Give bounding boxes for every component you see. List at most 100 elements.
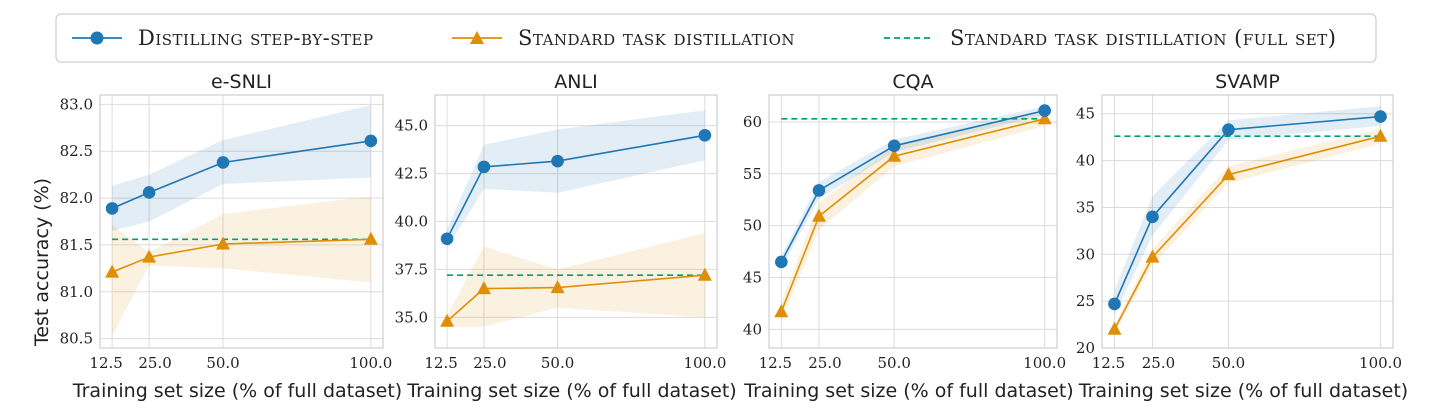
- x-tick-label: 12.5: [424, 354, 457, 372]
- data-point-standard: [440, 313, 455, 327]
- data-point-step-by-step: [1374, 110, 1387, 123]
- data-point-standard: [363, 231, 378, 245]
- panel-anli: ANLI 35.0 37.5 40.0 42.5 45.0 12.5 25.0 50.0 100.…: [395, 71, 737, 402]
- data-point-standard: [142, 249, 157, 263]
- y-tick-label: 82.5: [60, 142, 93, 160]
- y-tick-label: 80.5: [60, 330, 93, 348]
- data-point-standard: [476, 281, 491, 295]
- series-line-step-by-step: [446, 134, 706, 240]
- x-tick-label: 50.0: [541, 354, 574, 372]
- data-point-step-by-step: [698, 128, 712, 142]
- y-tick-label: 40.0: [395, 213, 428, 231]
- plot-frame: [768, 94, 1058, 349]
- confidence-band-standard: [112, 196, 371, 336]
- series-line-standard: [1113, 135, 1381, 330]
- y-tick-label: 35.0: [395, 308, 428, 326]
- plot-frame: [1101, 94, 1394, 349]
- series-line-standard: [780, 118, 1045, 312]
- x-tick-label: 50.0: [206, 354, 239, 372]
- confidence-band-step-by-step: [447, 110, 705, 249]
- confidence-band-standard: [447, 233, 705, 327]
- data-point-standard: [216, 236, 230, 250]
- x-axis-label: Training set size (% of full dataset): [1078, 380, 1408, 402]
- plot-frame: [99, 94, 384, 349]
- x-tick-label: 25.0: [808, 354, 841, 372]
- x-tick-label: 12.5: [1092, 354, 1125, 372]
- y-tick-label: 37.5: [395, 260, 428, 278]
- confidence-band-step-by-step: [781, 106, 1045, 269]
- data-point-standard: [812, 208, 826, 222]
- legend-marker-circle: [90, 31, 104, 45]
- y-tick-label: 45: [1076, 105, 1095, 123]
- series-line-step-by-step: [1113, 115, 1381, 305]
- series-line-step-by-step: [111, 140, 372, 210]
- x-tick-label: 25.0: [138, 354, 171, 372]
- y-tick-label: 50: [743, 217, 762, 235]
- data-point-standard: [105, 264, 120, 278]
- y-tick-label: 83.0: [60, 95, 93, 113]
- data-point-step-by-step: [812, 184, 826, 197]
- y-tick-label: 45: [743, 268, 762, 286]
- series-line-standard: [111, 238, 371, 273]
- confidence-band-step-by-step: [1114, 106, 1381, 316]
- data-point-step-by-step: [1108, 297, 1121, 311]
- x-tick-label: 25.0: [1142, 354, 1175, 372]
- y-axis-label: Test accuracy (%): [31, 178, 53, 347]
- data-point-standard: [1373, 128, 1388, 142]
- data-point-standard: [1221, 167, 1236, 181]
- data-point-step-by-step: [887, 139, 901, 153]
- y-tick-label: 25: [1076, 292, 1095, 310]
- data-point-step-by-step: [1038, 104, 1051, 117]
- data-point-standard: [697, 267, 712, 281]
- x-tick-label: 12.5: [759, 354, 792, 372]
- data-point-step-by-step: [142, 186, 156, 199]
- chart-panels: e-SNLI 80.5 81.0 81.5 82.0 82.5 83.0 12.5 25.0 50…: [60, 71, 1409, 402]
- panel-e-snli: e-SNLI 80.5 81.0 81.5 82.0 82.5 83.0 12.5 25.0 50…: [60, 71, 403, 402]
- x-tick-label: 25.0: [473, 354, 506, 372]
- x-axis-label: Training set size (% of full dataset): [406, 380, 736, 402]
- y-tick-label: 81.0: [60, 283, 93, 301]
- x-tick-label: 100.0: [683, 354, 726, 372]
- legend-frame: [55, 13, 1377, 63]
- y-tick-label: 81.5: [60, 236, 93, 254]
- confidence-band-step-by-step: [112, 105, 371, 231]
- y-tick-label: 42.5: [395, 165, 428, 183]
- x-tick-label: 50.0: [877, 354, 910, 372]
- y-tick-label: 45.0: [395, 117, 428, 135]
- x-tick-label: 100.0: [1023, 354, 1066, 372]
- data-point-standard: [1107, 321, 1122, 335]
- y-tick-label: 82.0: [60, 189, 93, 207]
- data-point-step-by-step: [216, 156, 230, 169]
- data-point-standard: [1037, 111, 1052, 125]
- panel-title: ANLI: [554, 71, 597, 93]
- y-tick-label: 40: [743, 320, 762, 338]
- data-point-step-by-step: [775, 255, 788, 269]
- plot-frame: [434, 94, 718, 349]
- data-point-step-by-step: [477, 160, 491, 174]
- y-tick-label: 60: [743, 113, 762, 131]
- series-line-step-by-step: [780, 109, 1045, 263]
- panel-svamp: SVAMP 20 25 30 35 40 45 12.5 25.0 50.0 100.0 Traini…: [1076, 71, 1408, 402]
- legend-label-2: Standard task distillation (full set): [950, 26, 1336, 50]
- legend-label-1: Standard task distillation: [518, 26, 795, 50]
- legend: Distilling step-by-step Standard task dis…: [55, 13, 1377, 63]
- data-point-step-by-step: [105, 202, 119, 215]
- data-point-step-by-step: [364, 134, 378, 148]
- y-tick-label: 30: [1076, 245, 1095, 263]
- data-point-step-by-step: [1222, 123, 1235, 136]
- x-axis-label: Training set size (% of full dataset): [743, 380, 1073, 402]
- data-point-standard: [774, 304, 789, 318]
- legend-marker-triangle: [470, 31, 484, 44]
- panel-title: CQA: [892, 71, 933, 93]
- x-axis-label: Training set size (% of full dataset): [72, 380, 402, 402]
- confidence-band-standard: [781, 111, 1045, 321]
- panel-title: e-SNLI: [211, 71, 272, 93]
- y-tick-label: 55: [743, 165, 762, 183]
- data-point-standard: [550, 280, 565, 294]
- x-tick-label: 100.0: [1359, 354, 1402, 372]
- data-point-standard: [887, 148, 902, 162]
- x-tick-label: 50.0: [1212, 354, 1245, 372]
- y-tick-label: 20: [1076, 339, 1095, 357]
- x-tick-label: 100.0: [349, 354, 392, 372]
